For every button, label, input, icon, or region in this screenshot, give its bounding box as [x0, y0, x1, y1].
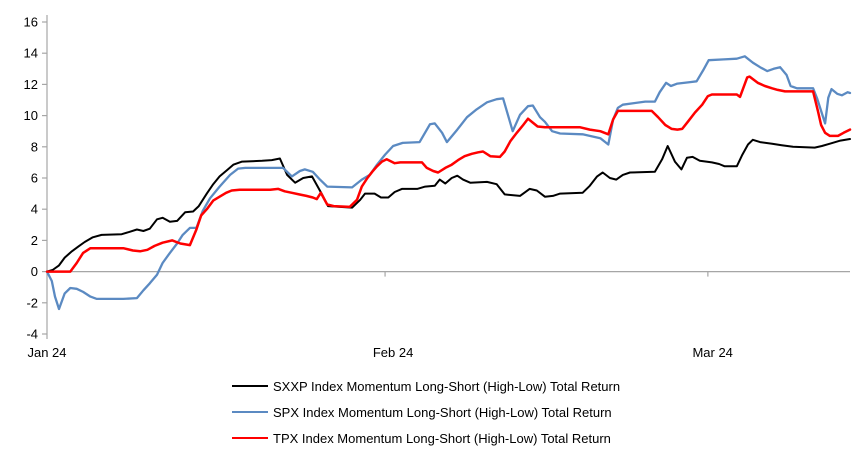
- y-axis-tick-label: -4: [26, 327, 38, 342]
- y-axis-tick-label: 6: [31, 171, 38, 186]
- y-axis-tick-label: 0: [31, 264, 38, 279]
- legend-label-sxxp: SXXP Index Momentum Long-Short (High-Low…: [273, 378, 621, 394]
- sxxp-series-line: [46, 138, 851, 273]
- legend-item-spx: SPX Index Momentum Long-Short (High-Low)…: [232, 399, 620, 425]
- y-axis-tick-label: 2: [31, 233, 38, 248]
- sxxp-legend-line: [232, 385, 268, 387]
- y-axis-tick-label: 8: [31, 139, 38, 154]
- y-axis-tick-label: -2: [26, 295, 38, 310]
- tpx-series-line: [45, 75, 852, 273]
- tpx-legend-line: [232, 436, 268, 440]
- chart-legend: SXXP Index Momentum Long-Short (High-Low…: [232, 373, 620, 451]
- x-axis-tick-label: Feb 24: [373, 345, 413, 360]
- spx-legend-line: [232, 410, 268, 414]
- y-axis-tick-label: 14: [24, 46, 38, 61]
- y-axis-tick-label: 4: [31, 202, 38, 217]
- legend-label-spx: SPX Index Momentum Long-Short (High-Low)…: [273, 404, 612, 420]
- legend-item-tpx: TPX Index Momentum Long-Short (High-Low)…: [232, 425, 620, 451]
- y-axis-tick-label: 16: [24, 15, 38, 30]
- x-axis-tick-label: Jan 24: [27, 345, 66, 360]
- y-axis-tick-label: 12: [24, 77, 38, 92]
- x-axis-tick-label: Mar 24: [692, 345, 732, 360]
- legend-item-sxxp: SXXP Index Momentum Long-Short (High-Low…: [232, 373, 620, 399]
- y-axis-tick-label: 10: [24, 108, 38, 123]
- legend-label-tpx: TPX Index Momentum Long-Short (High-Low)…: [273, 430, 611, 446]
- spx-series-line: [45, 55, 852, 311]
